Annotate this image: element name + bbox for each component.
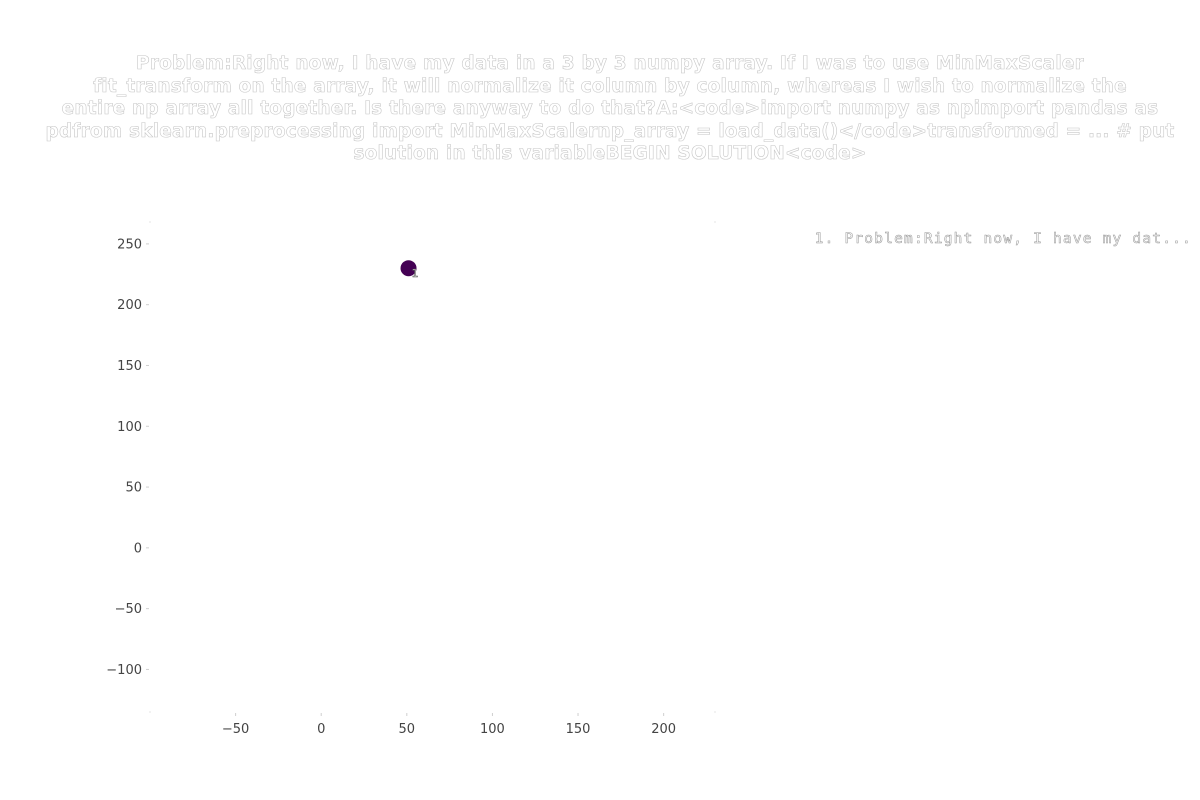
y-tick-label: −100 bbox=[106, 663, 142, 678]
y-tick-label: 50 bbox=[125, 481, 142, 496]
x-tick-label: 50 bbox=[399, 722, 416, 737]
chart-title-line-3: entire np array all together. Is there a… bbox=[61, 98, 1159, 120]
y-tick-label: 0 bbox=[134, 541, 142, 556]
chart-title-line-4: pdfrom sklearn.preprocessing import MinM… bbox=[45, 120, 1175, 142]
legend-entry: 1. Problem:Right now, I have my dat... bbox=[814, 231, 1192, 248]
x-tick-label: 0 bbox=[317, 722, 325, 737]
y-tick-label: 100 bbox=[117, 420, 142, 435]
x-tick-label: 100 bbox=[480, 722, 505, 737]
x-tick-label: 200 bbox=[651, 722, 676, 737]
y-tick-label: 250 bbox=[117, 237, 142, 252]
y-tick-label: −50 bbox=[115, 602, 142, 617]
x-tick-label: −50 bbox=[222, 722, 249, 737]
point-label: 1 bbox=[412, 267, 419, 280]
scatter-point bbox=[400, 260, 417, 277]
chart-title-line-5: solution in this variableBEGIN SOLUTION<… bbox=[353, 143, 867, 165]
chart-title: Problem:Right now, I have my data in a 3… bbox=[20, 53, 1200, 166]
chart-title-line-1: Problem:Right now, I have my data in a 3… bbox=[136, 53, 1084, 75]
y-tick-label: 200 bbox=[117, 298, 142, 313]
x-tick-label: 150 bbox=[566, 722, 591, 737]
y-tick-label: 150 bbox=[117, 359, 142, 374]
points-layer: 1 bbox=[400, 260, 419, 281]
chart-title-line-2: fit_transform on the array, it will norm… bbox=[93, 75, 1127, 97]
axes-layer bbox=[149, 221, 716, 713]
ticks-layer: 250 200 150 100 50 0 −50 −100 −50 0 50 100 150 200 bbox=[106, 237, 676, 737]
